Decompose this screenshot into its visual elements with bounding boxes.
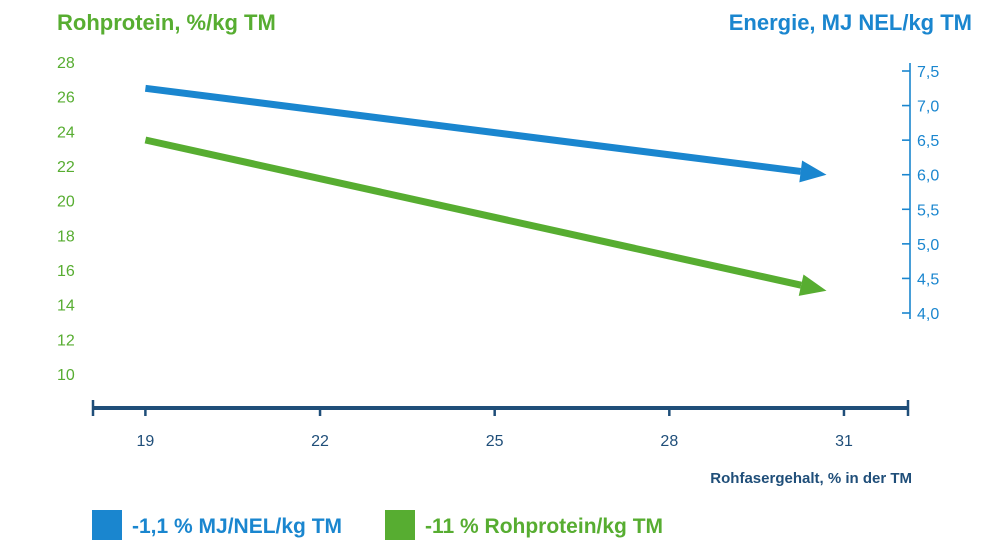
right-tick-label: 7,0 [917, 99, 939, 116]
left-tick-label: 20 [57, 194, 75, 211]
left-grid: 10 12 14 16 18 20 22 24 26 28 [57, 55, 912, 384]
left-tick-label: 28 [57, 55, 75, 72]
legend-label-energy: -1,1 % MJ/NEL/kg TM [132, 515, 342, 538]
x-axis-label: Rohfasergehalt, % in der TM [710, 470, 912, 487]
x-tick-label: 31 [835, 433, 853, 450]
left-tick-label: 22 [57, 159, 75, 176]
left-tick-label: 24 [57, 124, 75, 141]
right-tick-label: 6,5 [917, 133, 939, 150]
right-tick-label: 5,0 [917, 237, 939, 254]
x-tick-label: 28 [660, 433, 678, 450]
left-tick-label: 18 [57, 228, 75, 245]
series-line-energy [144, 84, 802, 175]
right-tick-label: 4,0 [917, 306, 939, 323]
legend-swatch-protein [385, 510, 415, 540]
x-tick-label: 25 [486, 433, 504, 450]
x-tick-label: 19 [136, 433, 154, 450]
left-tick-label: 16 [57, 263, 75, 280]
left-tick-label: 10 [57, 367, 75, 384]
left-tick-label: 14 [57, 298, 75, 315]
legend-label-protein: -11 % Rohprotein/kg TM [425, 515, 663, 538]
legend: -1,1 % MJ/NEL/kg TM -11 % Rohprotein/kg … [92, 510, 663, 540]
left-tick-label: 12 [57, 332, 75, 349]
left-tick-label: 26 [57, 90, 75, 107]
x-tick-label: 22 [311, 433, 329, 450]
right-tick-label: 6,0 [917, 168, 939, 185]
series-line-protein [144, 136, 802, 289]
series-group [144, 84, 827, 296]
right-tick-label: 5,5 [917, 202, 939, 219]
right-tick-label: 7,5 [917, 64, 939, 81]
series-arrowhead-energy [799, 160, 827, 183]
right-axis-title: Energie, MJ NEL/kg TM [729, 10, 972, 35]
right-tick-label: 4,5 [917, 271, 939, 288]
x-axis: 19 22 25 28 31 [91, 400, 910, 450]
series-arrowhead-protein [798, 274, 827, 296]
left-axis-title: Rohprotein, %/kg TM [57, 10, 276, 35]
right-grid: 4,0 4,5 5,0 5,5 6,0 6,5 7,0 7,5 [92, 63, 939, 323]
legend-swatch-energy [92, 510, 122, 540]
